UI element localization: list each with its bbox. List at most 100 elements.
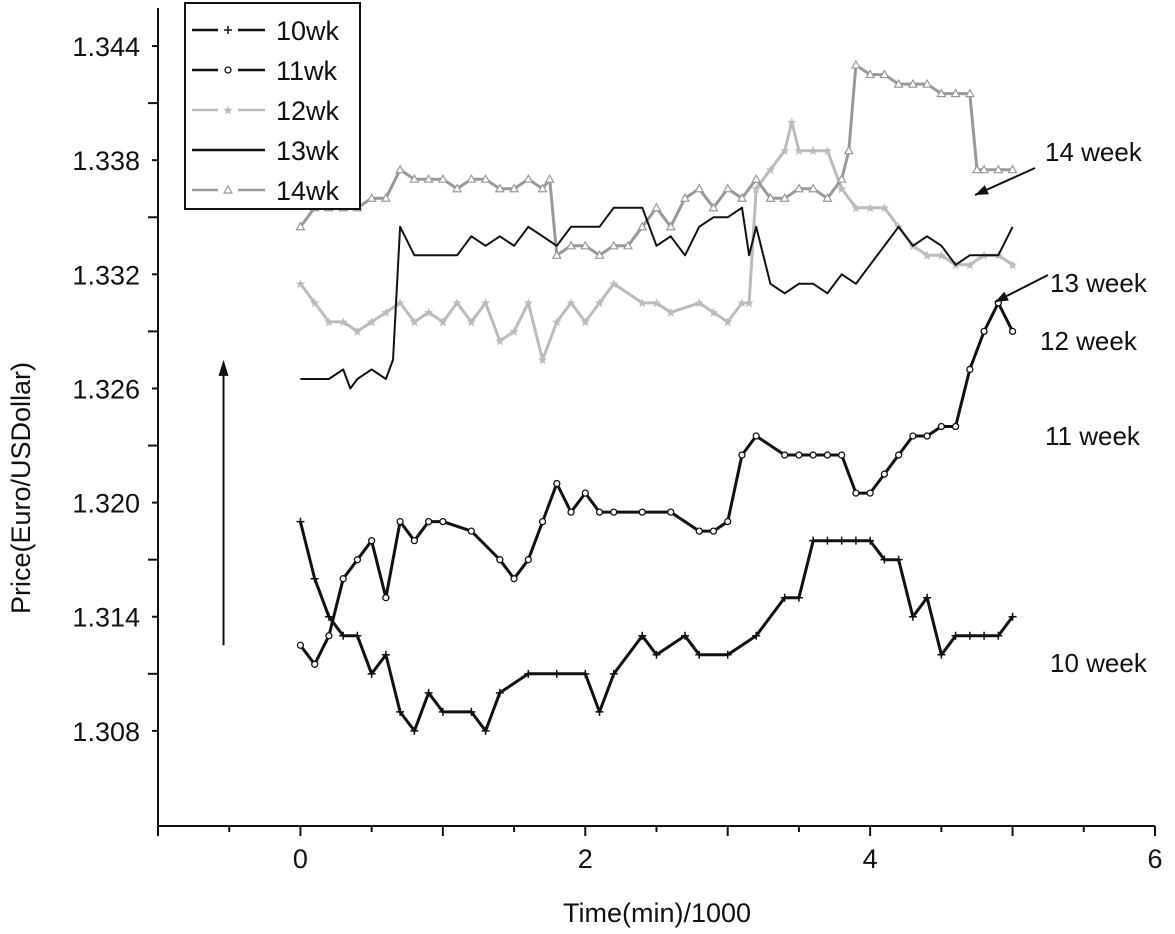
legend-marker	[224, 66, 232, 74]
data-point	[894, 451, 903, 459]
data-point	[922, 250, 932, 260]
data-point	[966, 365, 974, 374]
data-point	[1008, 260, 1018, 270]
annotation-label: 11 week	[1045, 421, 1141, 451]
data-point	[838, 451, 846, 459]
data-point	[665, 221, 676, 231]
data-point	[865, 203, 875, 213]
data-point	[608, 240, 619, 250]
data-point	[424, 307, 434, 317]
legend-label: 14wk	[276, 176, 340, 206]
data-point	[780, 593, 789, 602]
data-point	[382, 594, 390, 602]
data-point	[971, 164, 982, 174]
data-point	[538, 355, 548, 365]
data-point	[780, 146, 790, 156]
annotations: 14 week 13 week 12 week 11 week 10 week	[218, 137, 1148, 678]
data-point	[695, 650, 704, 659]
x-tick-label: 2	[578, 844, 593, 874]
y-tick-label: 1.320	[72, 489, 140, 519]
data-point	[836, 173, 847, 183]
legend-item-12wk: 12wk	[192, 96, 340, 126]
legend-marker	[222, 184, 234, 194]
data-point	[752, 631, 761, 640]
data-point	[296, 517, 305, 526]
data-point	[779, 193, 790, 202]
y-tick-label: 1.314	[72, 603, 140, 633]
annotation-label: 13 week	[1050, 268, 1148, 298]
data-point	[353, 556, 362, 564]
data-point	[980, 631, 989, 640]
data-point	[709, 527, 718, 535]
data-point	[481, 726, 490, 735]
data-point	[366, 193, 377, 202]
data-point	[695, 527, 703, 535]
data-point	[667, 508, 675, 516]
data-point	[551, 250, 562, 259]
data-point	[843, 145, 854, 155]
series-10wk	[296, 517, 1017, 735]
x-tick-label: 6	[1147, 844, 1162, 874]
data-point	[310, 298, 320, 308]
data-point	[951, 631, 960, 640]
data-point	[809, 536, 818, 545]
data-point	[295, 279, 305, 289]
data-point	[581, 669, 590, 678]
data-point	[509, 183, 520, 193]
y-tick-label: 1.308	[72, 717, 140, 747]
data-point	[894, 555, 903, 564]
data-point	[467, 527, 475, 535]
data-point	[510, 575, 518, 583]
annotation-label: 14 week	[1045, 137, 1143, 167]
data-point	[651, 202, 662, 212]
data-point	[964, 88, 975, 98]
data-point	[837, 184, 847, 194]
data-point	[851, 536, 860, 545]
y-axis-title: Price(Euro/USDollar)	[6, 362, 36, 614]
data-point	[396, 707, 405, 716]
data-point	[495, 688, 504, 697]
annotation-label: 10 week	[1050, 648, 1148, 678]
data-point	[708, 202, 719, 212]
data-point	[652, 650, 661, 659]
data-point	[395, 298, 405, 308]
data-point	[609, 669, 618, 678]
tick-labels: 0 2 4 6 1.308 1.314 1.320 1.326 1.332 1.338 1.344	[72, 32, 1162, 874]
data-point	[480, 173, 491, 183]
legend-label: 11wk	[276, 56, 338, 86]
legend-marker	[223, 105, 233, 115]
data-point	[580, 317, 590, 327]
data-point	[352, 326, 362, 336]
legend-marker	[224, 26, 232, 34]
data-point	[909, 432, 917, 440]
data-point	[380, 193, 391, 202]
data-point	[794, 593, 803, 602]
data-point	[581, 489, 589, 497]
data-point	[923, 432, 931, 440]
data-point	[736, 193, 747, 202]
data-point	[937, 422, 946, 431]
data-point	[395, 164, 406, 174]
series-line-11wk	[299, 301, 1014, 666]
data-point	[744, 298, 754, 308]
data-point	[439, 517, 447, 526]
data-point	[822, 193, 833, 202]
data-point	[866, 536, 875, 545]
data-point	[353, 631, 362, 640]
data-point	[637, 298, 647, 308]
data-point	[410, 537, 419, 545]
data-point	[523, 173, 534, 183]
series-11wk	[296, 299, 1017, 668]
data-point	[494, 183, 505, 193]
legend-item-10wk: 10wk	[192, 16, 340, 46]
data-point	[381, 650, 390, 659]
data-point	[922, 78, 933, 88]
data-point	[937, 650, 946, 659]
data-point	[724, 517, 732, 526]
data-point	[666, 307, 676, 317]
series-14wk	[295, 59, 1018, 259]
data-point	[1007, 164, 1018, 174]
data-point	[823, 536, 832, 545]
data-point	[410, 726, 419, 735]
